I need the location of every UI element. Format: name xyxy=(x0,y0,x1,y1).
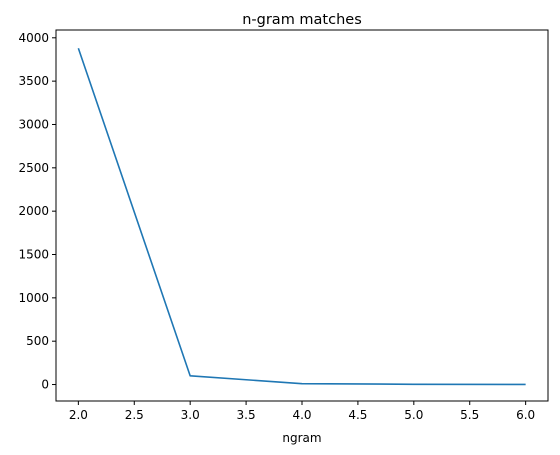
y-tick-label: 3000 xyxy=(18,117,49,131)
series-line xyxy=(77,47,526,386)
y-tick-label: 1500 xyxy=(18,248,49,262)
y-tick-label: 4000 xyxy=(18,31,49,45)
y-tick-label: 3500 xyxy=(18,74,49,88)
x-axis: 2.0 2.5 3.0 3.5 4.0 4.5 5.0 5.5 6.0 xyxy=(69,401,535,422)
y-tick-label: 0 xyxy=(41,378,49,392)
x-tick-label: 4.0 xyxy=(292,408,311,422)
chart-title: n-gram matches xyxy=(242,12,362,28)
x-tick-label: 3.0 xyxy=(181,408,200,422)
plot-area xyxy=(77,47,526,386)
y-tick-label: 500 xyxy=(26,334,49,348)
y-tick-label: 2000 xyxy=(18,204,49,218)
x-tick-label: 2.5 xyxy=(125,408,144,422)
x-tick-label: 5.5 xyxy=(460,408,479,422)
x-axis-title: ngram xyxy=(282,431,321,445)
y-axis: 0 500 1000 1500 2000 2500 3000 3500 4000 xyxy=(18,31,56,392)
plot-frame xyxy=(55,29,549,402)
x-tick-label: 3.5 xyxy=(237,408,256,422)
x-tick-label: 6.0 xyxy=(516,408,535,422)
y-tick-label: 1000 xyxy=(18,291,49,305)
x-tick-label: 5.0 xyxy=(404,408,423,422)
y-tick-label: 2500 xyxy=(18,161,49,175)
x-tick-label: 4.5 xyxy=(348,408,367,422)
x-tick-label: 2.0 xyxy=(69,408,88,422)
